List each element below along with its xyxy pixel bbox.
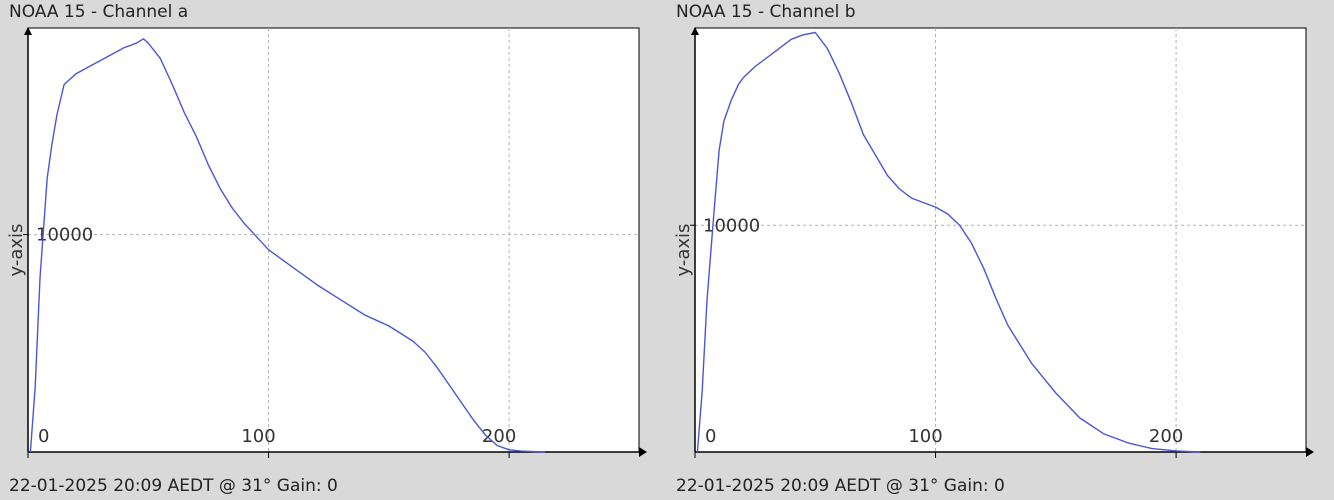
x-tick-label: 200 — [482, 426, 516, 447]
chart-title: NOAA 15 - Channel b — [676, 2, 856, 22]
y-axis-arrow — [691, 27, 699, 35]
plot-area — [694, 27, 1307, 453]
x-tick-label: 0 — [705, 426, 716, 447]
chart-title: NOAA 15 - Channel a — [9, 2, 189, 22]
x-tick-label: 100 — [241, 426, 275, 447]
plot-svg-a: 0 100 200 10000 y-axis — [6, 27, 647, 458]
chart-panel-b: NOAA 15 - Channel b 0 100 200 10000 y-axis 2… — [667, 0, 1334, 500]
status-footer: 22-01-2025 20:09 AEDT @ 31° Gain: 0 — [676, 476, 1005, 496]
x-tick-label: 100 — [908, 426, 942, 447]
x-axis-arrow — [1306, 447, 1314, 457]
status-footer: 22-01-2025 20:09 AEDT @ 31° Gain: 0 — [9, 476, 338, 496]
x-tick-label: 200 — [1149, 426, 1183, 447]
y-axis-arrow — [24, 27, 32, 35]
chart-panel-a: NOAA 15 - Channel a 0 100 200 10000 y-axis 2… — [6, 2, 647, 496]
y-axis-label: y-axis — [673, 224, 694, 277]
x-axis-arrow — [639, 447, 647, 457]
y-tick-label: 10000 — [36, 225, 93, 246]
plot-area — [27, 27, 640, 453]
y-axis-label: y-axis — [6, 224, 27, 277]
plot-svg-b: 0 100 200 10000 y-axis — [673, 27, 1314, 458]
series-line — [29, 38, 546, 453]
y-tick-label: 10000 — [703, 215, 760, 236]
x-tick-label: 0 — [38, 426, 49, 447]
series-line — [696, 31, 1201, 453]
